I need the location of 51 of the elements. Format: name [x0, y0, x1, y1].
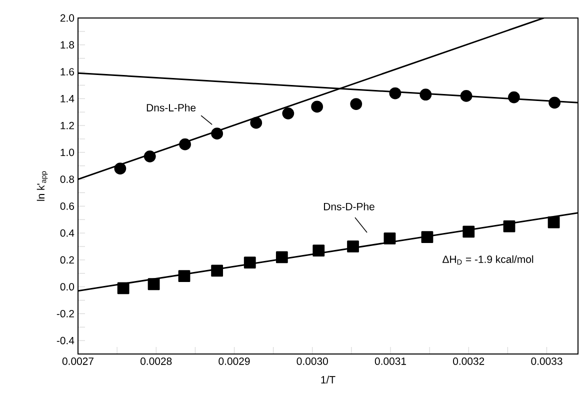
y-tick-label: 0.6	[60, 202, 74, 210]
point	[389, 87, 402, 100]
point	[211, 264, 224, 277]
point	[179, 138, 191, 150]
y-axis-title: ln k'$_{app}$	[36, 171, 48, 201]
point	[114, 162, 126, 174]
point	[282, 107, 294, 120]
point	[312, 244, 325, 256]
y-tick-label: 0.4	[60, 229, 74, 237]
point	[250, 116, 262, 129]
point	[462, 226, 475, 238]
point	[548, 216, 560, 228]
annotation: ΔH$_{D}$ = -1.9 kcal/mol	[442, 255, 534, 265]
x-tick-label: 0.0032	[453, 358, 484, 365]
y-tick-label: 1.4	[60, 95, 74, 102]
point	[148, 278, 160, 290]
x-tick-label: 0.0031	[374, 358, 406, 365]
x-tick-label: 0.0033	[531, 358, 562, 365]
point	[508, 91, 520, 104]
point	[503, 220, 516, 232]
point	[211, 128, 224, 140]
y-tick-label: -0.2	[56, 310, 74, 318]
point	[178, 270, 190, 282]
y-tick-label: 0.0	[60, 283, 74, 291]
y-tick-label: 2.0	[60, 14, 74, 22]
point	[244, 256, 256, 269]
y-tick-label: 1.8	[60, 41, 74, 49]
point	[311, 100, 324, 113]
x-tick-label: 0.0028	[140, 358, 172, 365]
y-tick-label: -0.4	[56, 336, 74, 344]
y-tick-label: 0.2	[60, 256, 74, 264]
text: Dns-D-Phe	[324, 202, 374, 210]
point	[117, 282, 130, 294]
y-tick-label: 0.8	[60, 176, 74, 183]
point	[421, 231, 434, 244]
text: Dns-L-Phe	[146, 104, 196, 112]
point	[384, 232, 396, 244]
point	[276, 251, 288, 264]
y-tick-label: 1.0	[60, 148, 74, 156]
point	[350, 98, 362, 110]
y-tick-label: 1.2	[60, 122, 74, 130]
y-tick-label: 1.6	[60, 68, 74, 76]
x-tick-label: 0.0029	[218, 358, 250, 365]
x-tick-label: 0.0027	[62, 358, 94, 365]
x-axis-title: 1/T	[321, 376, 336, 384]
point	[347, 240, 359, 252]
point	[420, 88, 432, 101]
point	[144, 150, 156, 162]
point	[548, 96, 561, 109]
point	[460, 90, 472, 102]
x-tick-label: 0.0030	[296, 358, 328, 365]
